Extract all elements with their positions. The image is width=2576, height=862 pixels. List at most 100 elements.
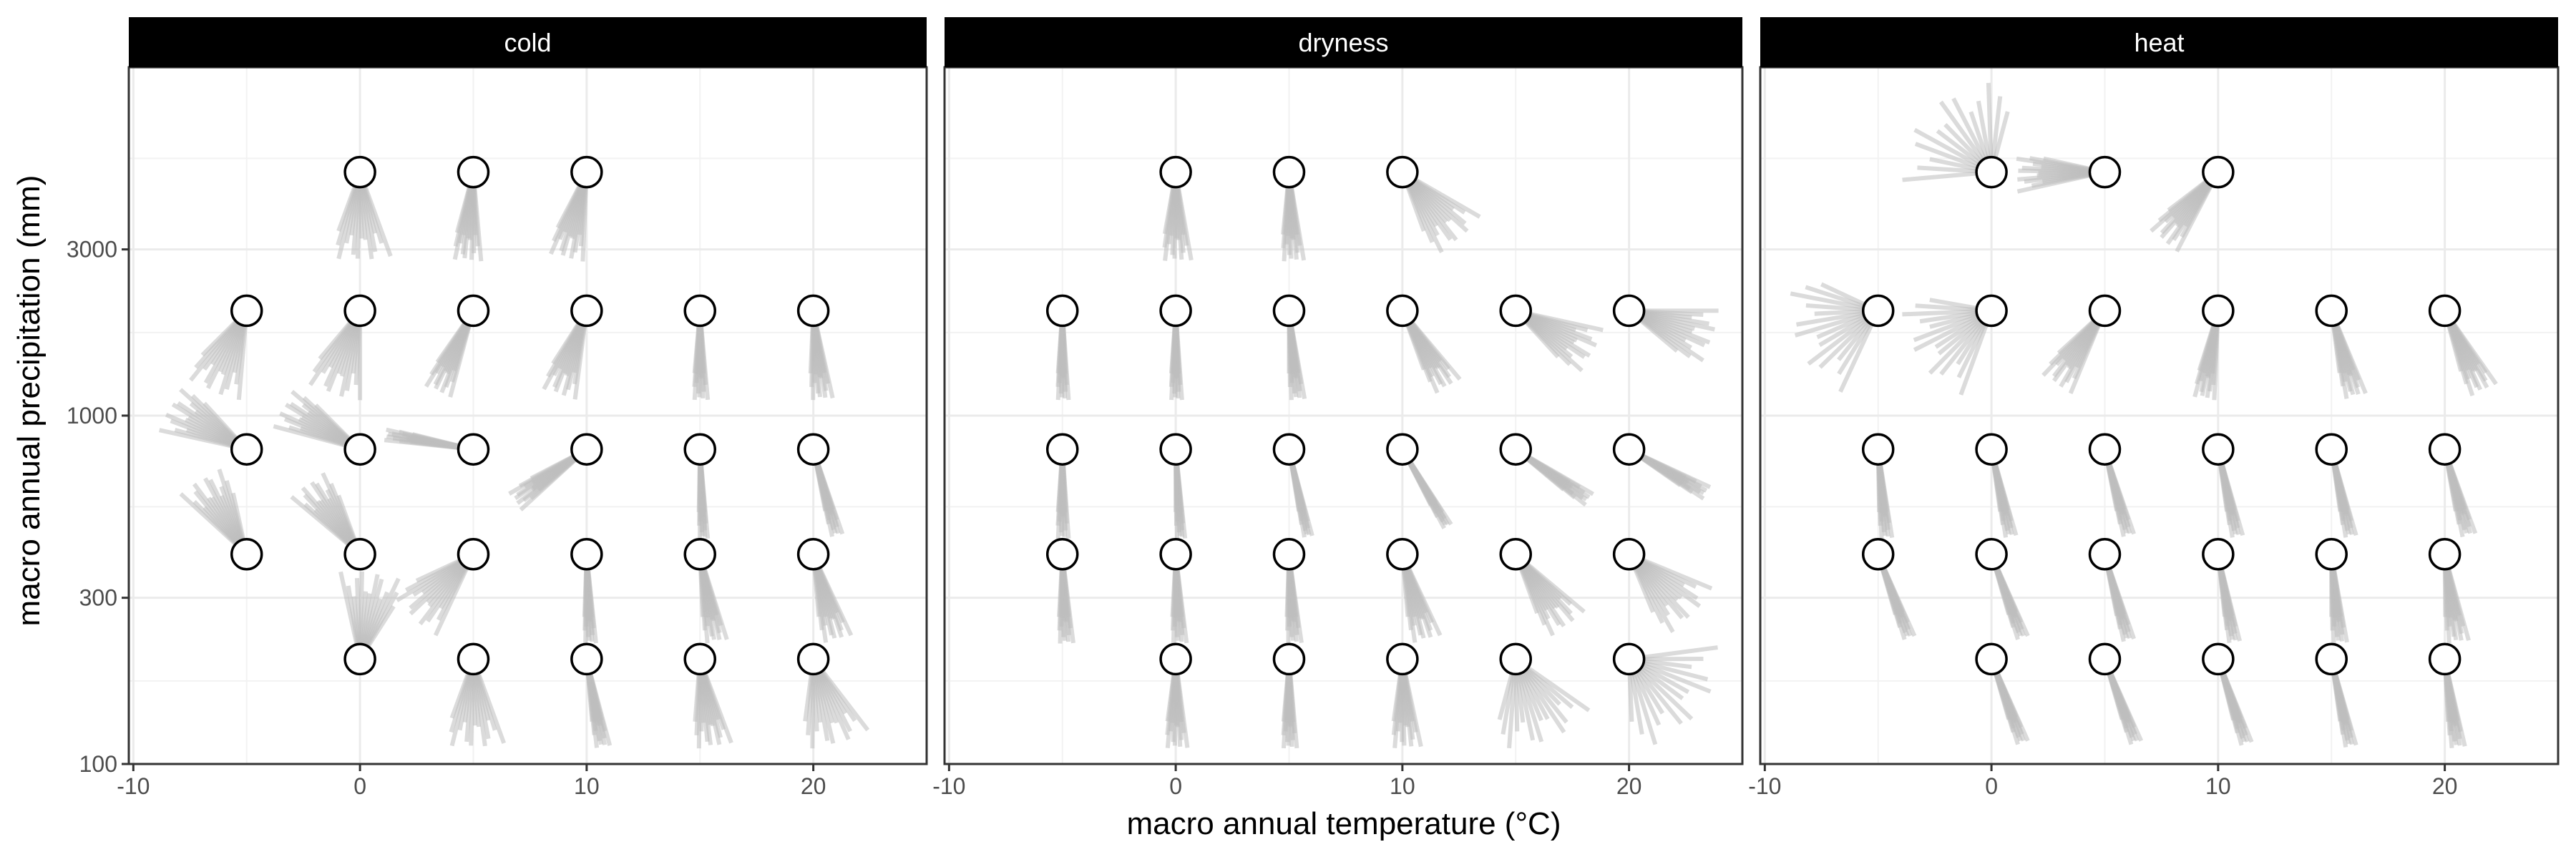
location-marker: [1501, 295, 1531, 325]
location-marker: [1501, 434, 1531, 464]
location-marker: [2089, 539, 2119, 569]
location-marker: [1387, 295, 1418, 325]
x-tick-label: 20: [1616, 773, 1642, 799]
location-marker: [1274, 295, 1304, 325]
y-tick-label: 1000: [67, 403, 117, 428]
location-marker: [1161, 434, 1191, 464]
location-marker: [1614, 539, 1644, 569]
location-marker: [2316, 539, 2346, 569]
location-marker: [2089, 644, 2119, 674]
location-marker: [2430, 434, 2460, 464]
location-marker: [1387, 644, 1418, 674]
location-marker: [2203, 157, 2233, 187]
location-marker: [1501, 644, 1531, 674]
location-marker: [1048, 295, 1078, 325]
x-tick-label: 10: [574, 773, 600, 799]
location-marker: [1274, 644, 1304, 674]
y-axis-title: macro annual precipitation (mm): [11, 175, 47, 627]
location-marker: [1048, 539, 1078, 569]
location-marker: [1863, 295, 1893, 325]
location-marker: [2316, 434, 2346, 464]
location-marker: [1976, 434, 2006, 464]
location-marker: [345, 157, 375, 187]
location-marker: [1161, 644, 1191, 674]
y-tick-label: 100: [79, 751, 117, 777]
location-marker: [2430, 644, 2460, 674]
x-tick-label: 0: [1985, 773, 1998, 799]
x-tick-label: -10: [1748, 773, 1781, 799]
facet-strip-label: dryness: [1298, 28, 1388, 57]
location-marker: [2203, 539, 2233, 569]
location-marker: [2089, 434, 2119, 464]
location-marker: [1274, 434, 1304, 464]
location-marker: [799, 295, 829, 325]
location-marker: [2316, 644, 2346, 674]
location-marker: [1863, 539, 1893, 569]
location-marker: [2089, 295, 2119, 325]
location-marker: [1161, 295, 1191, 325]
facet-panel-dryness: dryness -10 0 10 20: [932, 17, 1742, 799]
location-marker: [458, 434, 488, 464]
x-tick-label: 10: [1390, 773, 1415, 799]
y-tick-label: 300: [79, 585, 117, 611]
location-marker: [1161, 157, 1191, 187]
location-marker: [1976, 157, 2006, 187]
x-tick-label: 10: [2205, 773, 2231, 799]
location-marker: [572, 644, 602, 674]
location-marker: [572, 434, 602, 464]
x-tick-label: 20: [801, 773, 826, 799]
location-marker: [799, 644, 829, 674]
location-marker: [232, 295, 262, 325]
location-marker: [2430, 539, 2460, 569]
facet-strip-label: cold: [504, 28, 551, 57]
location-marker: [1614, 434, 1644, 464]
x-tick-label: -10: [117, 773, 150, 799]
location-marker: [2430, 295, 2460, 325]
facet-strip-label: heat: [2134, 28, 2184, 57]
x-tick-label: 0: [1169, 773, 1182, 799]
location-marker: [345, 644, 375, 674]
location-marker: [1161, 539, 1191, 569]
location-marker: [458, 157, 488, 187]
location-marker: [572, 295, 602, 325]
location-marker: [1976, 295, 2006, 325]
location-marker: [458, 539, 488, 569]
location-marker: [345, 434, 375, 464]
location-marker: [2089, 157, 2119, 187]
location-marker: [685, 644, 715, 674]
location-marker: [1048, 434, 1078, 464]
location-marker: [2203, 644, 2233, 674]
location-marker: [345, 539, 375, 569]
location-marker: [685, 434, 715, 464]
location-marker: [685, 295, 715, 325]
x-tick-label: 20: [2432, 773, 2458, 799]
location-marker: [685, 539, 715, 569]
location-marker: [572, 539, 602, 569]
location-marker: [1274, 157, 1304, 187]
location-marker: [1387, 434, 1418, 464]
location-marker: [572, 157, 602, 187]
location-marker: [458, 295, 488, 325]
x-axis-title: macro annual temperature (°C): [1127, 806, 1561, 841]
y-tick-label: 3000: [67, 237, 117, 263]
location-marker: [232, 434, 262, 464]
panels: cold -10 0 10 20 100 300 1000 3000 dryness -10 0 10 2…: [67, 17, 2558, 799]
location-marker: [799, 539, 829, 569]
location-marker: [1501, 539, 1531, 569]
location-marker: [232, 539, 262, 569]
location-marker: [1274, 539, 1304, 569]
location-marker: [2203, 295, 2233, 325]
location-marker: [1976, 539, 2006, 569]
location-marker: [2316, 295, 2346, 325]
location-marker: [1863, 434, 1893, 464]
location-marker: [1976, 644, 2006, 674]
location-marker: [1614, 644, 1644, 674]
location-marker: [2203, 434, 2233, 464]
x-tick-label: -10: [932, 773, 965, 799]
location-marker: [1387, 539, 1418, 569]
facet-panel-heat: heat -10 0 10 20: [1748, 17, 2558, 799]
location-marker: [799, 434, 829, 464]
